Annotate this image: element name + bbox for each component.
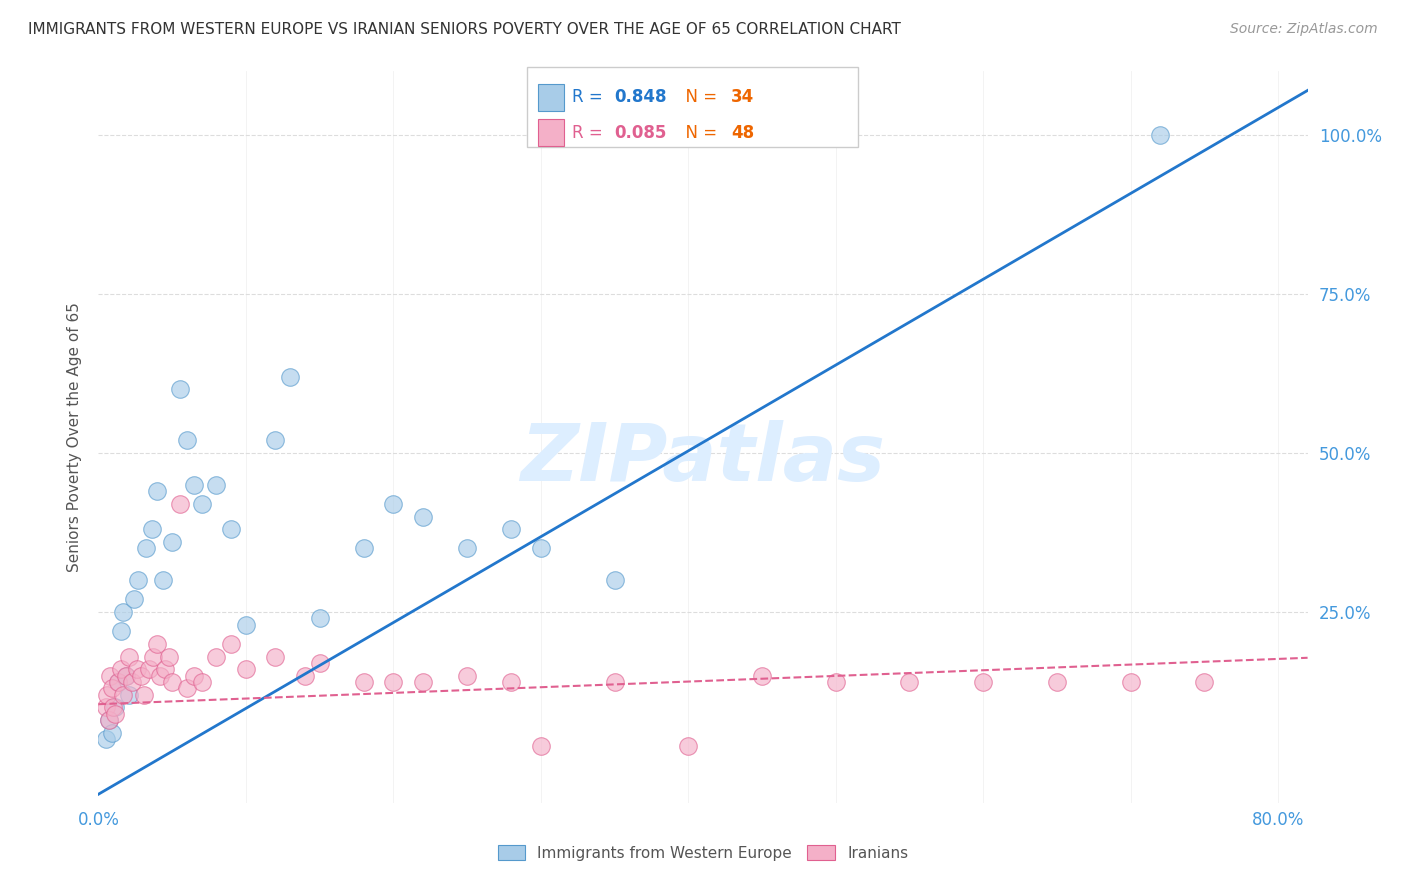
Point — [125, 662, 148, 676]
Point — [412, 509, 434, 524]
Point — [678, 739, 700, 753]
Point — [382, 675, 405, 690]
Text: 0.848: 0.848 — [614, 88, 666, 106]
Point — [235, 662, 257, 676]
Point — [98, 668, 121, 682]
Point — [190, 675, 212, 690]
Point — [100, 726, 122, 740]
Point — [110, 624, 132, 638]
Text: Source: ZipAtlas.com: Source: ZipAtlas.com — [1230, 22, 1378, 37]
Text: IMMIGRANTS FROM WESTERN EUROPE VS IRANIAN SENIORS POVERTY OVER THE AGE OF 65 COR: IMMIGRANTS FROM WESTERN EUROPE VS IRANIA… — [28, 22, 901, 37]
Text: 34: 34 — [731, 88, 755, 106]
Point — [112, 688, 135, 702]
Point — [603, 573, 626, 587]
Text: R =: R = — [572, 88, 609, 106]
Point — [146, 484, 169, 499]
Point — [94, 700, 117, 714]
Point — [308, 611, 330, 625]
Point — [104, 706, 127, 721]
Point — [97, 713, 120, 727]
Point — [530, 739, 553, 753]
Point — [183, 477, 205, 491]
Point — [382, 497, 405, 511]
Point — [501, 675, 523, 690]
Point — [115, 668, 138, 682]
Point — [157, 649, 180, 664]
Point — [530, 541, 553, 556]
Point — [308, 656, 330, 670]
Point — [160, 535, 183, 549]
Point — [353, 541, 375, 556]
Point — [219, 522, 242, 536]
Point — [603, 675, 626, 690]
Point — [456, 541, 478, 556]
Point — [412, 675, 434, 690]
Point — [824, 675, 846, 690]
Text: R =: R = — [572, 124, 609, 142]
Point — [1119, 675, 1142, 690]
Text: N =: N = — [675, 88, 723, 106]
Point — [127, 573, 149, 587]
Legend: Immigrants from Western Europe, Iranians: Immigrants from Western Europe, Iranians — [491, 837, 915, 868]
Point — [118, 688, 141, 702]
Point — [129, 668, 152, 682]
Point — [456, 668, 478, 682]
Point — [219, 637, 242, 651]
Point — [97, 713, 120, 727]
Text: N =: N = — [675, 124, 723, 142]
Point — [205, 477, 228, 491]
Point — [898, 675, 921, 690]
Point — [160, 675, 183, 690]
Point — [110, 662, 132, 676]
Point — [152, 573, 174, 587]
Y-axis label: Seniors Poverty Over the Age of 65: Seniors Poverty Over the Age of 65 — [67, 302, 83, 572]
Point — [94, 732, 117, 747]
Point — [176, 434, 198, 448]
Point — [176, 681, 198, 696]
Point — [353, 675, 375, 690]
Point — [101, 700, 124, 714]
Point — [141, 522, 163, 536]
Point — [1194, 675, 1216, 690]
Point — [107, 675, 129, 690]
Point — [149, 668, 172, 682]
Point — [501, 522, 523, 536]
Point — [104, 700, 127, 714]
Point — [751, 668, 773, 682]
Point — [235, 617, 257, 632]
Point — [294, 668, 316, 682]
Text: ZIPatlas: ZIPatlas — [520, 420, 886, 498]
Point — [134, 688, 156, 702]
Point — [138, 662, 160, 676]
Point — [190, 497, 212, 511]
Point — [96, 688, 118, 702]
Point — [169, 497, 191, 511]
Point — [118, 649, 141, 664]
Point — [153, 662, 176, 676]
Point — [1149, 128, 1171, 142]
Point — [183, 668, 205, 682]
Point — [115, 668, 138, 682]
Point — [112, 605, 135, 619]
Point — [122, 592, 145, 607]
Point — [146, 637, 169, 651]
Point — [121, 675, 143, 690]
Point — [264, 649, 287, 664]
Point — [142, 649, 165, 664]
Point — [1046, 675, 1069, 690]
Text: 48: 48 — [731, 124, 754, 142]
Point — [107, 675, 129, 690]
Point — [264, 434, 287, 448]
Text: 0.085: 0.085 — [614, 124, 666, 142]
Point — [169, 383, 191, 397]
Point — [278, 369, 301, 384]
Point — [100, 681, 122, 696]
Point — [205, 649, 228, 664]
Point — [972, 675, 994, 690]
Point — [135, 541, 157, 556]
